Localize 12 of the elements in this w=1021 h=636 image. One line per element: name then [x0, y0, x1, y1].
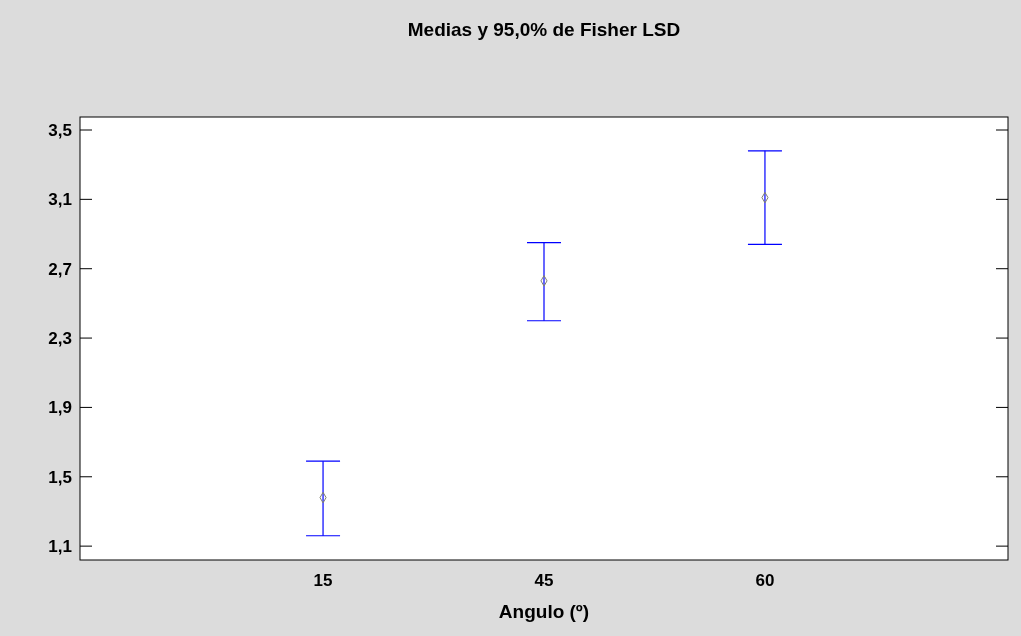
- y-tick-label: 1,9: [48, 398, 72, 418]
- y-tick-label: 1,1: [48, 537, 72, 557]
- x-tick-label: 15: [313, 571, 333, 590]
- y-tick-label: 2,7: [48, 259, 72, 279]
- chart-title: Medias y 95,0% de Fisher LSD: [407, 19, 681, 40]
- x-tick-label: 45: [534, 571, 554, 590]
- y-tick-label: 3,5: [48, 120, 72, 140]
- y-tick-label: 1,5: [48, 467, 72, 487]
- x-tick-label: 60: [755, 571, 775, 590]
- y-tick-label: 2,3: [48, 329, 72, 349]
- x-axis-title: Angulo (º): [498, 601, 590, 622]
- y-tick-label: 3,1: [48, 190, 72, 210]
